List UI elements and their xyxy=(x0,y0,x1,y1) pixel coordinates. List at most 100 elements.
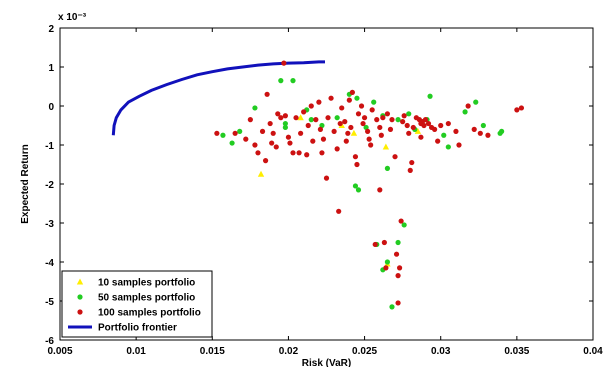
point-50-samples xyxy=(389,304,395,310)
point-100-samples xyxy=(243,136,249,142)
y-tick-label: -5 xyxy=(45,297,54,308)
point-100-samples xyxy=(273,144,279,150)
portfolio-frontier-line xyxy=(111,60,325,136)
legend-swatch-10 xyxy=(76,278,84,285)
point-100-samples xyxy=(298,130,304,136)
point-50-samples xyxy=(480,122,486,129)
point-100-samples xyxy=(514,107,520,113)
point-100-samples xyxy=(310,138,316,144)
point-100-samples xyxy=(393,251,400,257)
point-50-samples xyxy=(334,115,340,121)
point-50-samples xyxy=(355,187,362,193)
point-100-samples xyxy=(259,128,266,134)
point-50-samples xyxy=(278,78,284,84)
point-100-samples xyxy=(328,95,334,101)
point-100-samples xyxy=(518,105,525,111)
point-100-samples xyxy=(301,109,307,115)
point-100-samples xyxy=(409,159,415,166)
point-100-samples xyxy=(471,126,477,132)
point-100-samples xyxy=(445,120,451,127)
point-50-samples xyxy=(445,144,451,150)
point-100-samples xyxy=(421,122,427,129)
point-100-samples xyxy=(313,117,319,123)
point-50-samples xyxy=(462,109,468,115)
point-100-samples xyxy=(262,158,269,164)
point-100-samples xyxy=(422,117,429,123)
point-100-samples xyxy=(432,126,438,132)
point-100-samples xyxy=(425,120,432,127)
x-tick-label: 0.005 xyxy=(47,346,72,357)
y-tick-label: -6 xyxy=(45,336,54,347)
legend-label: 100 samples portfolio xyxy=(98,308,201,319)
point-100-samples xyxy=(395,273,401,279)
point-100-samples xyxy=(255,150,261,156)
y-tick-label: -4 xyxy=(45,258,54,269)
point-10-samples xyxy=(297,114,304,121)
point-100-samples xyxy=(345,130,351,136)
point-50-samples xyxy=(290,78,296,84)
point-100-samples xyxy=(377,124,383,131)
point-100-samples xyxy=(317,126,324,132)
point-100-samples xyxy=(293,115,299,121)
point-100-samples xyxy=(366,136,372,142)
x-tick-label: 0.03 xyxy=(431,346,451,357)
point-100-samples xyxy=(316,99,322,105)
point-100-samples xyxy=(304,152,310,158)
point-100-samples xyxy=(410,124,416,131)
point-100-samples xyxy=(349,89,355,95)
point-100-samples xyxy=(264,91,270,97)
legend-label: 50 samples portfolio xyxy=(98,293,195,304)
point-100-samples xyxy=(381,239,387,246)
point-100-samples xyxy=(336,208,342,214)
legend-swatch-100 xyxy=(77,309,83,315)
point-100-samples xyxy=(369,107,375,113)
point-100-samples xyxy=(275,111,281,117)
point-50-samples xyxy=(401,222,407,228)
legend-swatch-50 xyxy=(77,294,83,300)
y-tick-label: -3 xyxy=(45,219,54,230)
point-50-samples xyxy=(252,105,258,111)
y-tick-label: -2 xyxy=(45,180,54,191)
point-100-samples xyxy=(465,103,471,109)
point-100-samples xyxy=(477,130,483,136)
point-100-samples xyxy=(323,175,330,181)
legend-label: Portfolio frontier xyxy=(98,323,177,334)
x-tick-label: 0.04 xyxy=(583,346,603,357)
point-100-samples xyxy=(358,103,365,109)
point-100-samples xyxy=(383,265,389,271)
point-50-samples xyxy=(237,128,243,134)
point-10-samples xyxy=(257,170,265,177)
point-100-samples xyxy=(214,130,220,136)
point-100-samples xyxy=(400,119,406,125)
point-100-samples xyxy=(348,124,354,131)
point-100-samples xyxy=(398,218,404,224)
point-100-samples xyxy=(342,119,348,125)
point-100-samples xyxy=(319,150,325,156)
y-exponent-label: x 10⁻³ xyxy=(58,12,87,23)
point-100-samples xyxy=(401,113,407,119)
point-100-samples xyxy=(325,115,331,121)
point-100-samples xyxy=(270,130,276,136)
x-tick-label: 0.025 xyxy=(352,346,377,357)
point-50-samples xyxy=(441,132,447,138)
point-50-samples xyxy=(427,93,433,99)
point-50-samples xyxy=(406,111,412,117)
point-50-samples xyxy=(395,239,401,246)
legend: 10 samples portfolio 50 samples portfolio… xyxy=(61,270,213,338)
point-50-samples xyxy=(497,130,503,136)
point-100-samples xyxy=(377,187,383,193)
x-tick-label: 0.01 xyxy=(126,346,146,357)
point-100-samples xyxy=(267,120,273,127)
point-100-samples xyxy=(331,128,337,134)
point-100-samples xyxy=(485,132,491,138)
point-50-samples xyxy=(363,124,369,131)
point-100-samples xyxy=(305,122,311,129)
legend-label: 10 samples portfolio xyxy=(98,278,195,289)
point-100-samples xyxy=(282,113,288,119)
point-100-samples xyxy=(387,126,394,132)
point-50-samples xyxy=(308,117,314,123)
point-100-samples xyxy=(337,120,343,127)
point-100-samples xyxy=(308,103,314,109)
point-100-samples xyxy=(361,115,368,121)
